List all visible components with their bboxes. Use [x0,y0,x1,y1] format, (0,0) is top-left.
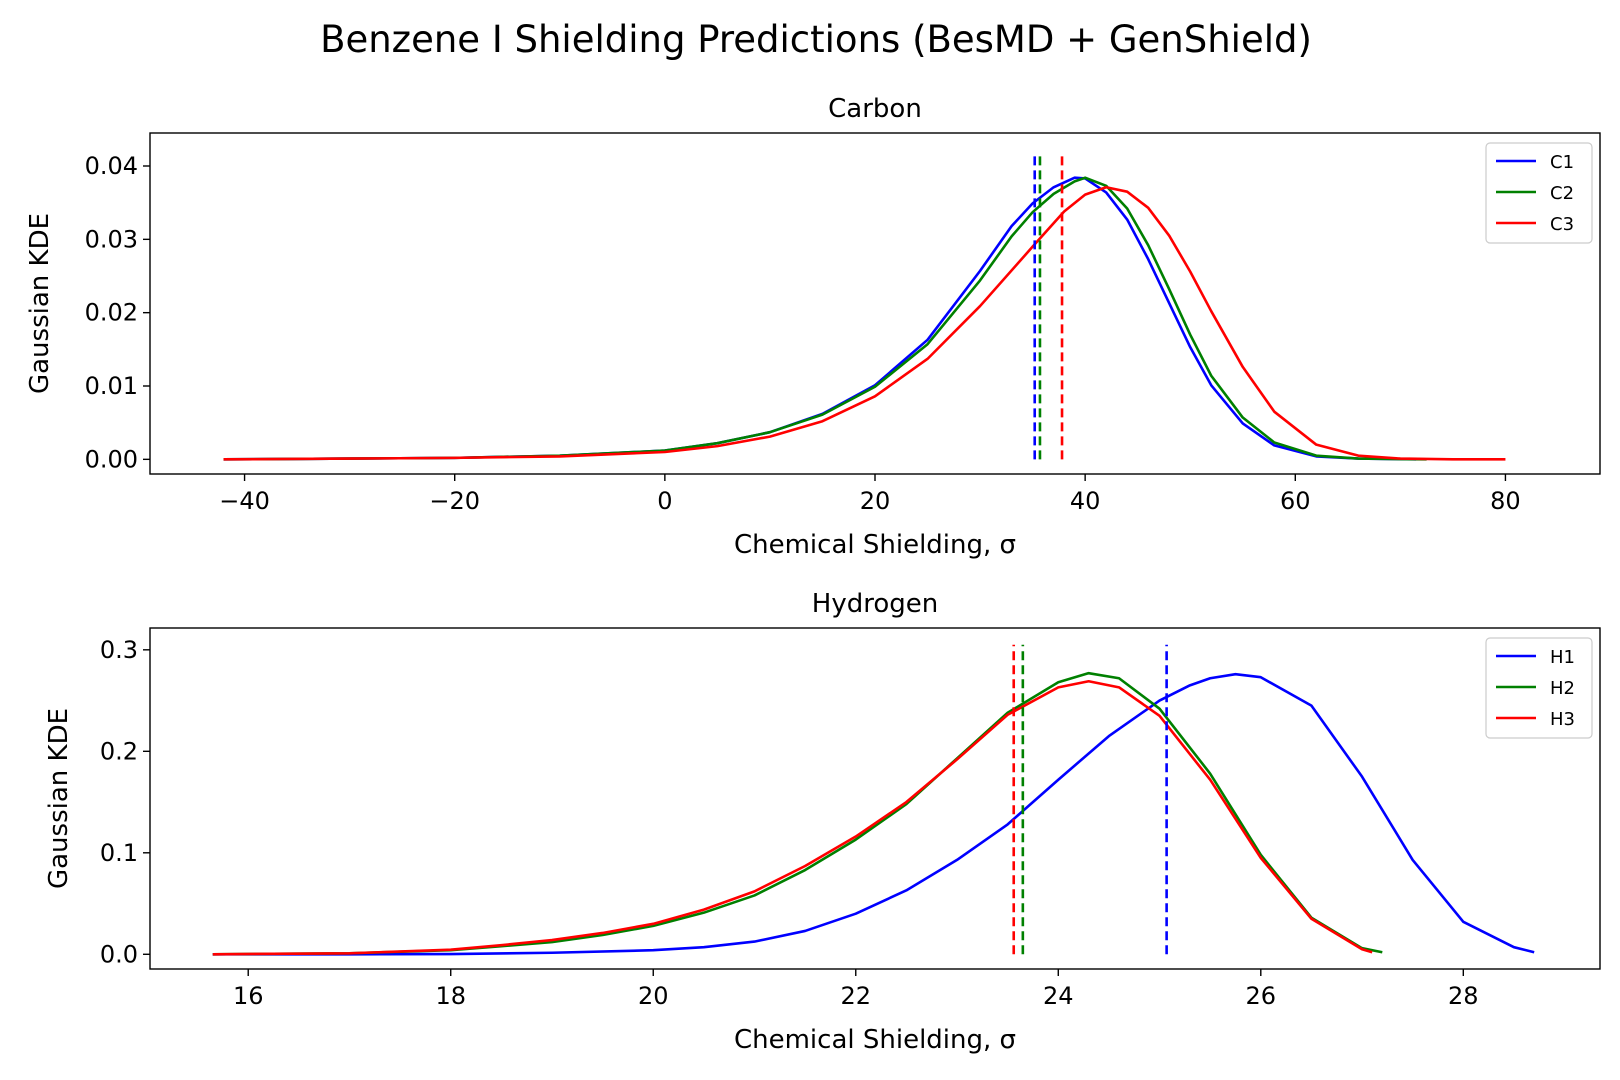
series-line-h1 [212,672,1535,956]
hydrogen-legend: H1 H2 H3 [1485,637,1593,739]
carbon-panel-title: Carbon [828,94,922,124]
x-tick-label: 20 [860,487,891,515]
y-tick-label: 0.1 [100,839,138,867]
hydrogen-y-axis-label: Gaussian KDE [44,708,74,889]
hydrogen-plot-area [212,644,1535,956]
x-tick-label: −40 [219,487,270,515]
hydrogen-x-axis-label: Chemical Shielding, σ [734,1025,1016,1055]
y-tick-label: 0.02 [85,299,138,327]
x-tick-label: −20 [429,487,480,515]
carbon-plot-area [223,151,1506,461]
legend-label-c2: C2 [1550,183,1574,204]
figure-title: Benzene I Shielding Predictions (BesMD +… [320,18,1312,61]
y-tick-label: 0.00 [85,445,138,473]
y-tick-label: 0.2 [100,737,138,765]
legend-label-h2: H2 [1550,678,1575,699]
x-tick-label: 16 [233,982,264,1010]
legend-label-c1: C1 [1550,152,1574,173]
y-tick-label: 0.03 [85,225,138,253]
carbon-x-axis-label: Chemical Shielding, σ [734,530,1016,560]
y-tick-label: 0.0 [100,940,138,968]
carbon-panel: Carbon −40 −20 0 20 40 60 80 0.00 0.01 0.02 0.03 0.0… [25,94,1601,560]
series-line-h3 [212,679,1373,956]
x-tick-label: 18 [435,982,466,1010]
x-tick-label: 24 [1043,982,1074,1010]
x-tick-label: 60 [1280,487,1311,515]
x-tick-label: 26 [1246,982,1277,1010]
y-tick-label: 0.04 [85,152,138,180]
legend-label-h3: H3 [1550,709,1575,730]
x-tick-label: 40 [1070,487,1101,515]
hydrogen-panel: Hydrogen 16 18 20 22 24 26 28 0.0 0.1 0.2 0.3 Chemic… [44,589,1601,1055]
series-line-c2 [223,176,1427,461]
x-tick-label: 28 [1448,982,1479,1010]
series-line-c3 [223,185,1506,461]
carbon-y-axis-label: Gaussian KDE [25,213,55,394]
x-tick-label: 0 [657,487,672,515]
x-tick-label: 22 [840,982,871,1010]
series-line-h2 [212,671,1383,956]
x-tick-label: 20 [638,982,669,1010]
legend-frame [1485,142,1593,244]
legend-label-c3: C3 [1550,214,1574,235]
x-tick-label: 80 [1490,487,1521,515]
y-tick-label: 0.3 [100,636,138,664]
hydrogen-axes-frame [149,627,1601,970]
y-tick-label: 0.01 [85,372,138,400]
panels: Carbon −40 −20 0 20 40 60 80 0.00 0.01 0.02 0.03 0.0… [25,94,1601,1055]
legend-label-h1: H1 [1550,647,1575,668]
legend-frame [1485,637,1593,739]
carbon-legend: C1 C2 C3 [1485,142,1593,244]
hydrogen-panel-title: Hydrogen [812,589,938,619]
